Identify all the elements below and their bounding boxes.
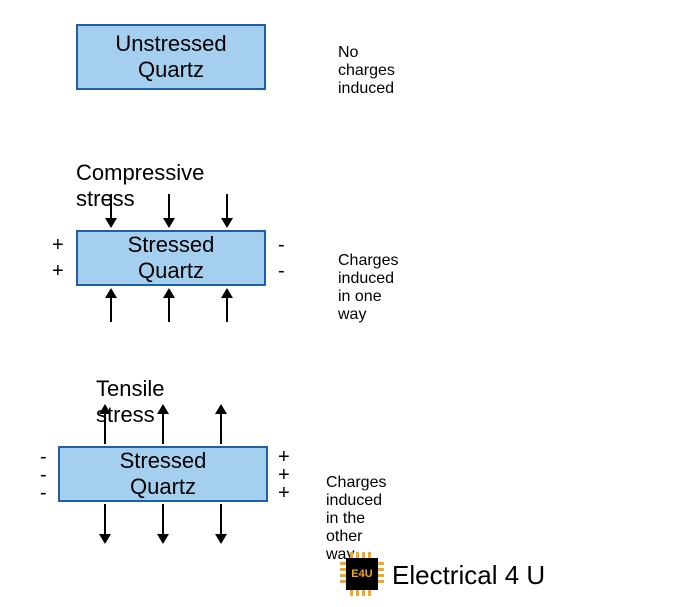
compressive-label: Compressive stress xyxy=(76,160,204,212)
logo-text: Electrical 4 U xyxy=(392,560,545,591)
charge-plus: + xyxy=(52,260,64,283)
charge-minus: - xyxy=(278,234,285,257)
charge-plus: + xyxy=(52,234,64,257)
box-line1: Unstressed xyxy=(115,31,226,57)
box-line1: Stressed xyxy=(128,232,215,258)
tensile-label: Tensile stress xyxy=(96,376,164,428)
box-line1: Stressed xyxy=(120,448,207,474)
caption-tensile: Charges induced in the other way xyxy=(326,474,386,564)
charge-minus: - xyxy=(278,260,285,283)
box-line2: Quartz xyxy=(138,258,204,284)
charge-minus: - xyxy=(40,482,47,505)
logo-chip-icon: E4U xyxy=(340,552,384,596)
box-line2: Quartz xyxy=(130,474,196,500)
tensile-quartz-box: Stressed Quartz xyxy=(58,446,268,502)
box-line2: Quartz xyxy=(138,57,204,83)
compressive-quartz-box: Stressed Quartz xyxy=(76,230,266,286)
charge-plus: + xyxy=(278,482,290,505)
caption-compressive: Charges induced in one way xyxy=(338,252,398,324)
unstressed-quartz-box: Unstressed Quartz xyxy=(76,24,266,90)
chip-text: E4U xyxy=(346,558,378,590)
caption-unstressed: No charges induced xyxy=(338,44,395,98)
